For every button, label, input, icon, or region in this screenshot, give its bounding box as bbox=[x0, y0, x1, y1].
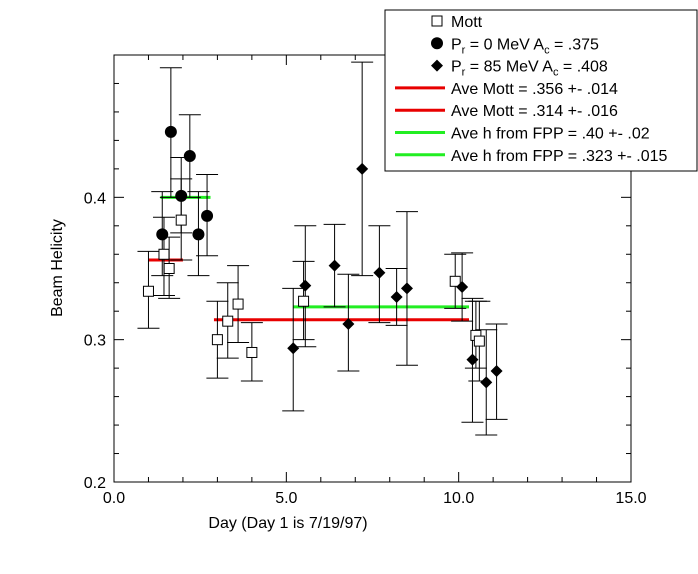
data-point-filled-diamond bbox=[299, 279, 312, 292]
legend-text-part: = 85 MeV A bbox=[465, 59, 553, 76]
data-point-filled-diamond bbox=[390, 290, 403, 303]
data-point-filled-diamond bbox=[373, 266, 386, 279]
x-tick-label: 5.0 bbox=[275, 490, 297, 507]
legend-text-part: = 0 MeV A bbox=[465, 36, 544, 53]
data-point-filled-circle bbox=[175, 189, 188, 202]
data-point-filled-diamond bbox=[456, 281, 469, 294]
data-point-open-square bbox=[142, 285, 154, 297]
legend-text-part: = .375 bbox=[550, 36, 599, 53]
legend-entry-label: Ave h from FPP = .323 +- .015 bbox=[451, 148, 668, 165]
x-tick-label: 15.0 bbox=[615, 490, 646, 507]
plot-area-border bbox=[113, 54, 632, 483]
data-point-filled-circle bbox=[164, 125, 177, 138]
data-point-filled-diamond bbox=[480, 376, 493, 389]
legend-entry-label: Pr = 0 MeV Ac = .375 bbox=[451, 36, 599, 56]
legend-text-part: P bbox=[451, 59, 462, 76]
data-point-filled-diamond bbox=[356, 162, 369, 175]
data-point-open-square bbox=[473, 335, 485, 347]
data-point-open-square bbox=[222, 315, 234, 327]
data-point-filled-circle bbox=[201, 209, 214, 222]
legend-text-part: P bbox=[451, 36, 462, 53]
legend-swatch-filled-diamond bbox=[431, 59, 443, 72]
data-point-open-square bbox=[211, 334, 223, 346]
x-axis-title: Day (Day 1 is 7/19/97) bbox=[208, 515, 367, 532]
data-point-open-square bbox=[449, 275, 461, 287]
data-point-open-square bbox=[298, 295, 310, 307]
data-point-filled-diamond bbox=[342, 318, 355, 331]
data-markers bbox=[142, 125, 503, 389]
plot-frame bbox=[113, 54, 632, 483]
data-point-filled-diamond bbox=[400, 282, 413, 295]
data-point-open-square bbox=[158, 248, 170, 260]
legend-subscript: r bbox=[462, 44, 466, 56]
legend-entry-label: Mott bbox=[451, 14, 483, 31]
y-tick-label: 0.3 bbox=[84, 333, 106, 350]
legend-entry-label: Pr = 85 MeV Ac = .408 bbox=[451, 59, 608, 79]
x-tick-label: 10.0 bbox=[443, 490, 474, 507]
legend-text-part: = .408 bbox=[558, 59, 607, 76]
data-point-filled-diamond bbox=[466, 353, 479, 366]
x-tick-label: 0.0 bbox=[103, 490, 125, 507]
data-point-open-square bbox=[163, 263, 175, 274]
legend-swatch-filled-circle bbox=[431, 37, 443, 50]
data-point-filled-circle bbox=[192, 228, 205, 241]
y-tick-label: 0.2 bbox=[84, 475, 106, 492]
data-point-filled-diamond bbox=[287, 342, 300, 355]
legend-entry-label: Ave h from FPP = .40 +- .02 bbox=[451, 126, 650, 143]
error-bars bbox=[137, 61, 508, 436]
y-axis-title: Beam Helicity bbox=[49, 219, 66, 317]
legend-swatch-open-square bbox=[431, 15, 443, 27]
legend-subscript: r bbox=[462, 67, 466, 79]
legend-subscript: c bbox=[553, 67, 559, 79]
tick-labels: 0.0 5.0 10.0 15.0 0.2 0.3 0.4 bbox=[84, 190, 647, 507]
data-point-filled-diamond bbox=[328, 259, 341, 272]
data-point-filled-circle bbox=[156, 228, 169, 241]
data-point-open-square bbox=[246, 346, 258, 358]
data-point-filled-circle bbox=[183, 150, 196, 163]
legend-entry-label: Ave Mott = .356 +- .014 bbox=[451, 81, 618, 98]
legend-box bbox=[384, 9, 698, 172]
legend-entry-label: Ave Mott = .314 +- .016 bbox=[451, 103, 618, 120]
data-point-filled-diamond bbox=[490, 364, 503, 377]
legend-subscript: c bbox=[544, 44, 550, 56]
data-point-open-square bbox=[175, 214, 187, 226]
data-point-open-square bbox=[232, 298, 244, 310]
y-tick-label: 0.4 bbox=[84, 190, 106, 207]
